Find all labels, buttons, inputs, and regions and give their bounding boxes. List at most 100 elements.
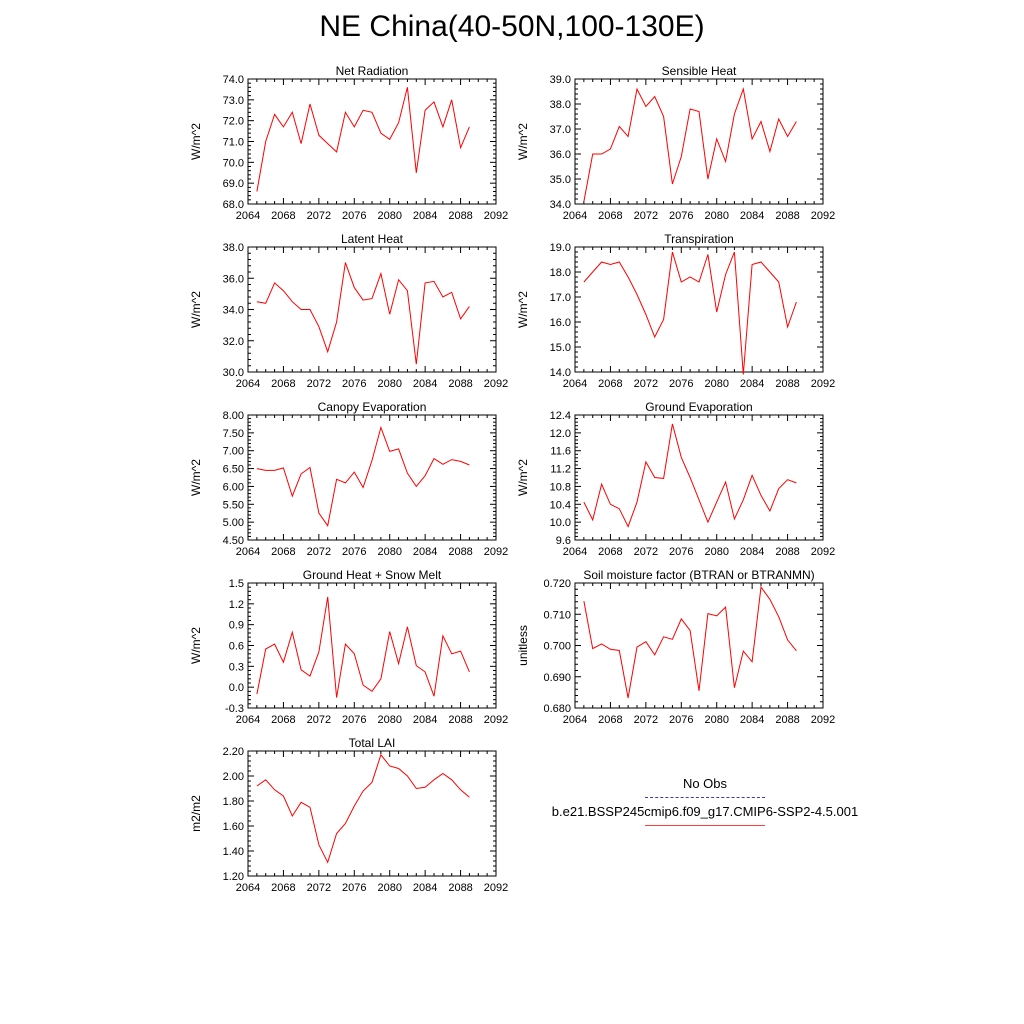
x-tick-label: 2084 [740,210,764,222]
y-tick-label: 35.0 [550,174,571,186]
series-line [583,585,797,699]
y-axis-label: W/m^2 [516,123,530,160]
x-tick-label: 2092 [484,378,508,390]
chart-panel-6: Ground Heat + Snow Melt W/m^2 2064 2068 2072… [189,568,508,726]
x-tick-label: 2068 [271,714,295,726]
y-tick-label: 1.80 [223,796,244,808]
series-line [583,87,797,202]
y-axis-label: unitless [516,625,530,666]
chart-panel-7: Soil moisture factor (BTRAN or BTRANMN) u… [516,568,835,726]
series-line [256,425,470,527]
x-tick-label: 2088 [775,546,799,558]
x-tick-label: 2072 [307,714,331,726]
y-tick-label: 38.0 [223,242,244,254]
y-tick-label: 2.20 [223,746,244,758]
y-tick-label: 10.0 [550,517,571,529]
plot-frame [574,414,824,541]
y-axis-label: W/m^2 [189,291,203,328]
y-tick-label: 34.0 [223,305,244,317]
y-tick-label: 74.0 [223,74,244,86]
x-tick-label: 2080 [704,546,728,558]
chart-panel-4: Canopy Evaporation W/m^2 2064 2068 2072 2076 2… [189,400,508,558]
y-tick-label: 70.0 [223,157,244,169]
y-tick-label: 0.700 [543,641,571,653]
chart-title: Soil moisture factor (BTRAN or BTRANMN) [583,568,814,582]
y-axis-label: W/m^2 [189,123,203,160]
y-tick-label: 19.0 [550,242,571,254]
x-tick-label: 2072 [634,378,658,390]
y-tick-label: 11.2 [550,464,571,476]
x-tick-label: 2088 [448,546,472,558]
y-tick-label: 17.0 [550,292,571,304]
x-tick-label: 2072 [634,210,658,222]
chart-panel-0: Net Radiation W/m^2 2064 2068 2072 2076 2080 20… [189,64,508,222]
x-tick-label: 2068 [598,546,622,558]
x-tick-label: 2076 [669,714,693,726]
y-tick-label: 37.0 [550,124,571,136]
y-tick-label: 68.0 [223,199,244,211]
x-tick-label: 2084 [413,714,437,726]
y-tick-label: 30.0 [223,367,244,379]
x-tick-label: 2092 [811,714,835,726]
legend-obs-label: No Obs [682,776,728,791]
y-tick-label: 16.0 [550,317,571,329]
y-axis-label: W/m^2 [189,627,203,664]
page-title: NE China(40-50N,100-130E) [319,10,705,43]
y-axis-label: W/m^2 [189,459,203,496]
y-tick-label: 0.9 [229,620,244,632]
x-tick-label: 2076 [342,378,366,390]
x-tick-label: 2080 [704,210,728,222]
legend-obs-line [645,797,765,798]
y-tick-label: 6.50 [223,464,244,476]
x-tick-label: 2088 [775,714,799,726]
y-tick-label: 11.6 [550,446,571,458]
plot-frame [574,78,824,205]
x-tick-label: 2080 [377,714,401,726]
chart-title: Ground Heat + Snow Melt [303,568,442,582]
x-tick-label: 2092 [484,546,508,558]
plot-frame [247,414,497,541]
y-tick-label: 7.00 [223,446,244,458]
x-tick-label: 2068 [271,210,295,222]
x-tick-label: 2076 [669,378,693,390]
x-tick-label: 2092 [484,210,508,222]
y-tick-label: 73.0 [223,95,244,107]
y-tick-label: 5.00 [223,517,244,529]
y-tick-label: 0.690 [543,672,571,684]
chart-title: Sensible Heat [662,64,737,78]
y-tick-label: 0.0 [229,682,244,694]
x-tick-label: 2068 [598,378,622,390]
y-tick-label: 1.2 [229,599,244,611]
x-tick-label: 2084 [740,714,764,726]
x-tick-label: 2064 [236,714,260,726]
x-tick-label: 2072 [634,714,658,726]
chart-panel-3: Transpiration W/m^2 2064 2068 2072 2076 2080 20… [516,232,835,390]
y-tick-label: 71.0 [223,137,244,149]
chart-title: Latent Heat [341,232,404,246]
y-tick-label: 18.0 [550,267,571,279]
legend-model-label: b.e21.BSSP245cmip6.f09_g17.CMIP6-SSP2-4.… [551,804,859,819]
y-tick-label: 4.50 [223,535,244,547]
chart-title: Net Radiation [336,64,409,78]
y-tick-label: 1.20 [223,871,244,883]
x-tick-label: 2084 [413,546,437,558]
chart-panel-5: Ground Evaporation W/m^2 2064 2068 2072 2076 2… [516,400,835,558]
y-tick-label: 32.0 [223,336,244,348]
chart-title: Canopy Evaporation [318,400,427,414]
x-tick-label: 2076 [669,210,693,222]
y-tick-label: 69.0 [223,178,244,190]
y-tick-label: 0.6 [229,641,244,653]
x-tick-label: 2064 [236,378,260,390]
x-tick-label: 2092 [811,546,835,558]
x-tick-label: 2068 [271,882,295,894]
series-line [256,262,470,365]
y-tick-label: 1.40 [223,846,244,858]
x-tick-label: 2092 [484,714,508,726]
x-tick-label: 2088 [448,210,472,222]
x-tick-label: 2088 [448,378,472,390]
legend-model-line [645,825,765,826]
x-tick-label: 2064 [563,546,587,558]
y-tick-label: 9.6 [556,535,571,547]
y-tick-label: 1.5 [229,578,244,590]
x-tick-label: 2084 [740,378,764,390]
